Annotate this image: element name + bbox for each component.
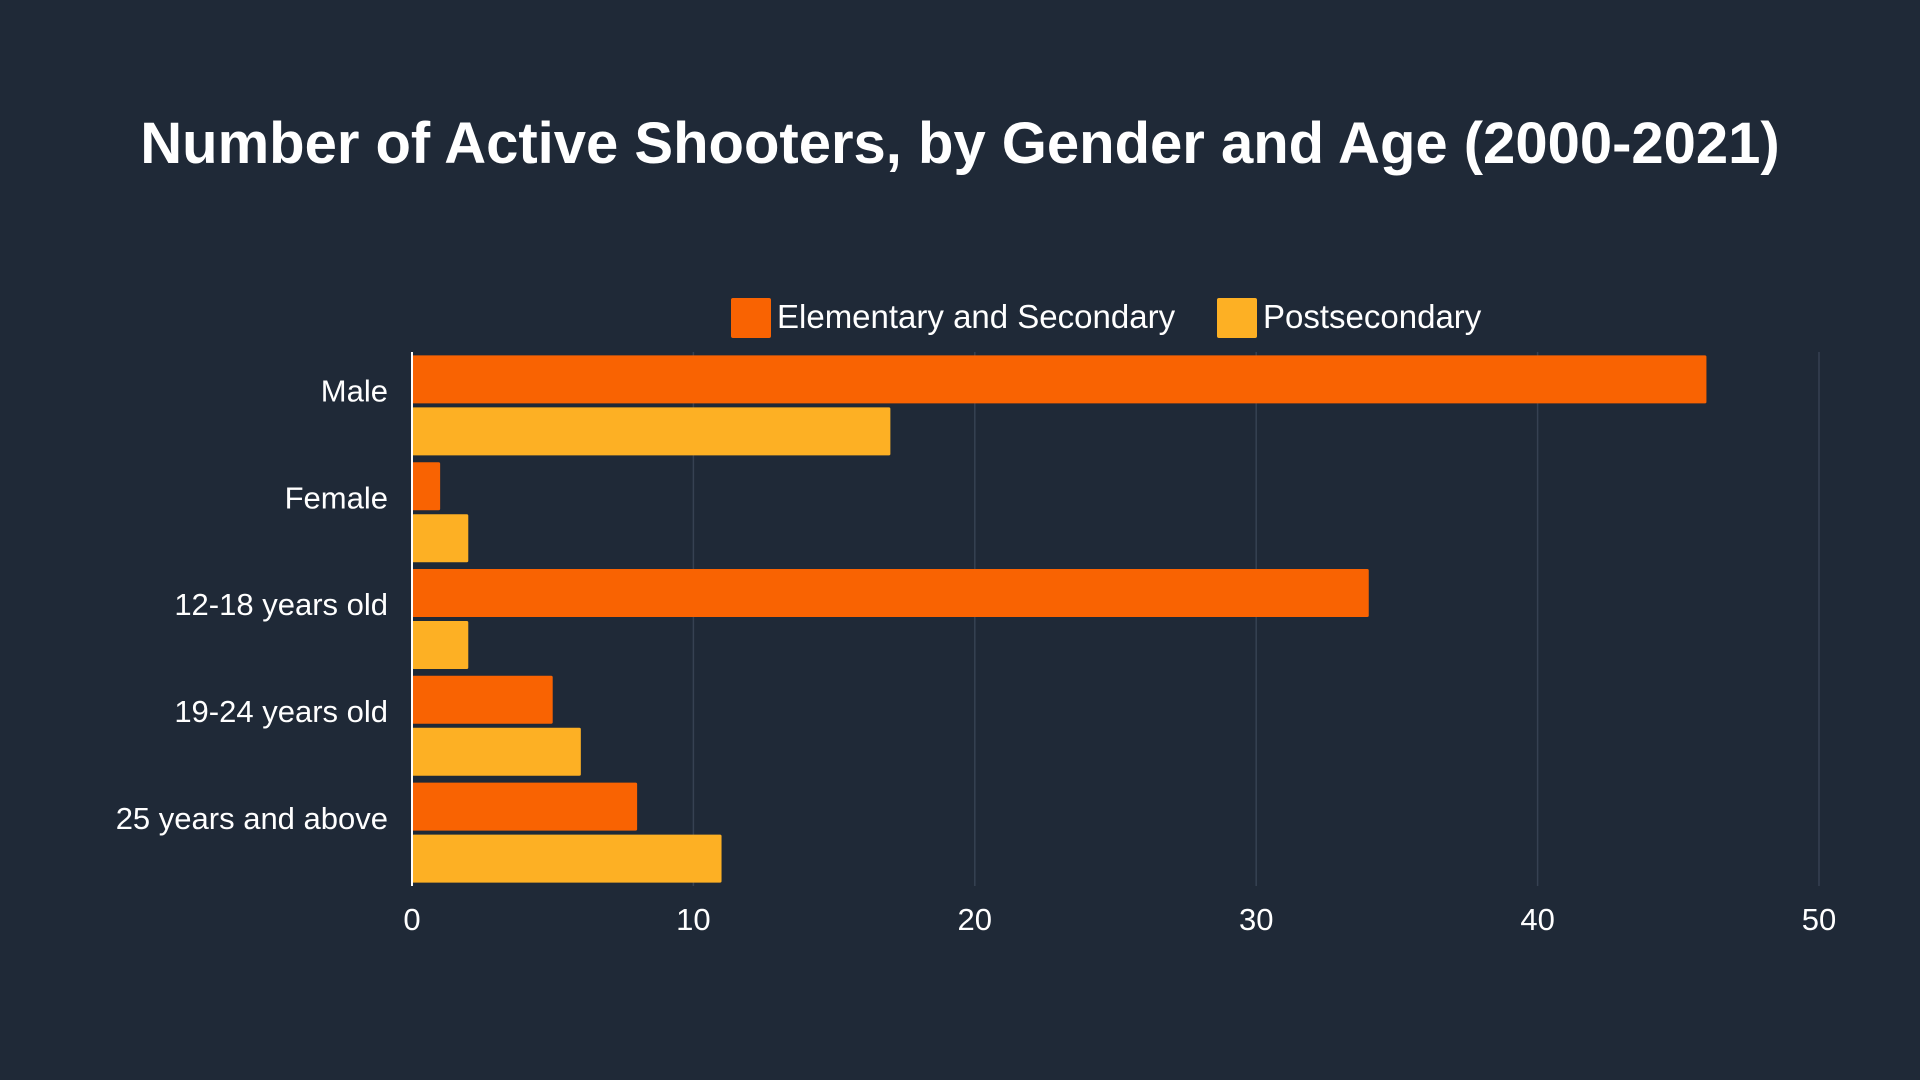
bar-postsecondary-0: [412, 407, 891, 456]
bar-postsecondary-1: [412, 514, 469, 563]
x-axis-ticks: 0 10 20 30 40 50: [403, 902, 1836, 937]
x-tick-label-40: 40: [1520, 902, 1554, 937]
bar-postsecondary-4: [412, 834, 722, 883]
legend-swatch-postsecondary: [1217, 298, 1257, 338]
bar-elementary-secondary-1: [412, 462, 441, 511]
legend-label-elementary-secondary: Elementary and Secondary: [777, 298, 1176, 335]
chart-title: Number of Active Shooters, by Gender and…: [140, 111, 1780, 176]
bar-elementary-secondary-4: [412, 782, 638, 831]
y-axis-categories: Male Female 12-18 years old 19-24 years old…: [116, 374, 388, 836]
category-label-1: Female: [285, 480, 388, 515]
bar-elementary-secondary-3: [412, 675, 553, 724]
x-tick-label-0: 0: [403, 902, 420, 937]
category-label-4: 25 years and above: [116, 801, 388, 836]
legend: Elementary and Secondary Postsecondary: [731, 298, 1482, 338]
category-label-2: 12-18 years old: [174, 587, 388, 622]
bar-postsecondary-2: [412, 621, 469, 669]
category-label-3: 19-24 years old: [174, 694, 388, 729]
legend-label-postsecondary: Postsecondary: [1263, 298, 1482, 335]
x-tick-label-30: 30: [1239, 902, 1273, 937]
x-tick-label-10: 10: [676, 902, 710, 937]
x-tick-label-20: 20: [958, 902, 992, 937]
bar-elementary-secondary-0: [412, 355, 1707, 404]
bars: [412, 355, 1707, 883]
x-tick-label-50: 50: [1802, 902, 1836, 937]
category-label-0: Male: [321, 374, 388, 409]
legend-swatch-elementary-secondary: [731, 298, 771, 338]
bar-elementary-secondary-2: [412, 569, 1369, 617]
bar-postsecondary-3: [412, 727, 581, 776]
